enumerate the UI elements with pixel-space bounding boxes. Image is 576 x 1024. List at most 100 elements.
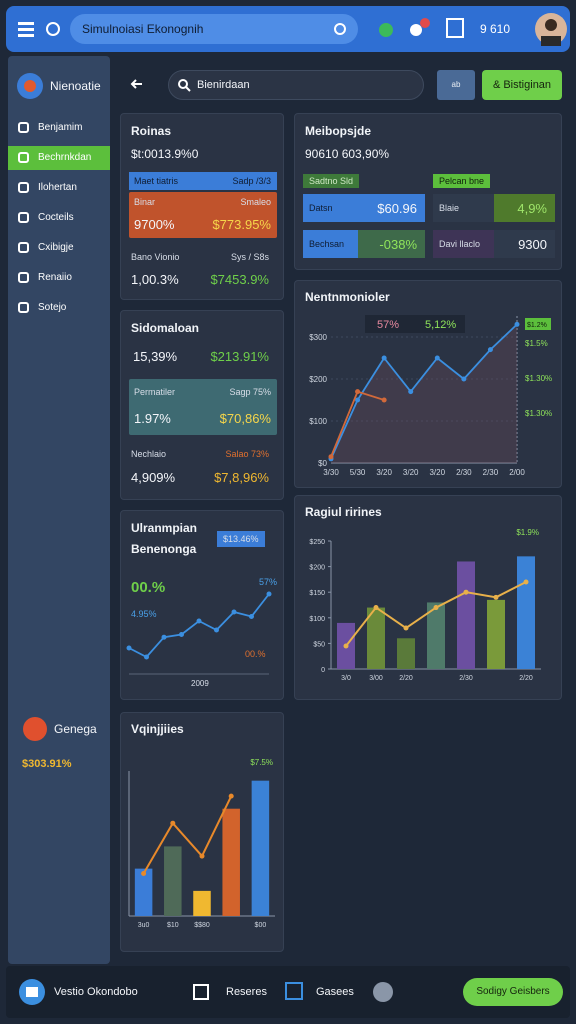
annotation: $7.5% (250, 758, 273, 767)
x-tick-label: $$80 (194, 922, 210, 929)
point (434, 355, 440, 361)
nav-icon (18, 212, 29, 223)
legend-entry: 57% (377, 319, 399, 331)
sidebar-title: Nienoatie (50, 79, 101, 93)
clock-icon (46, 22, 60, 36)
nav-item[interactable]: Sotejo (8, 296, 110, 320)
nav-item[interactable]: Benjamim (8, 116, 110, 140)
bottom-bar: Vestio Okondobo Reseres Gasees Sodigy Ge… (6, 966, 570, 1018)
label: Sadp /3/3 (232, 176, 271, 186)
app-name: Vestio Okondobo (54, 986, 138, 998)
team-icon[interactable] (406, 16, 432, 42)
right-label: $1.30% (525, 374, 552, 383)
doc-icon[interactable] (444, 16, 466, 40)
value: $773.95% (212, 217, 271, 232)
x-tick-label: 3/0 (341, 675, 351, 682)
app-icon[interactable] (18, 978, 46, 1006)
nav-icon (18, 272, 29, 283)
annotation: $1.9% (516, 528, 539, 537)
tile: Bechsan -038% (303, 230, 425, 258)
sparkline (126, 591, 272, 675)
value: $7,8,96% (214, 470, 269, 485)
x-tick-label: 2/30 (456, 468, 472, 477)
label: Sys / S8s (230, 252, 269, 262)
point (355, 397, 361, 403)
tile: Davi llaclo 9300 (433, 230, 555, 258)
bar (222, 808, 240, 916)
menu-icon[interactable] (16, 19, 36, 39)
point (381, 397, 387, 403)
y-tick-label: $250 (309, 539, 325, 546)
x-tick-label: $10 (167, 922, 179, 929)
back-icon[interactable] (130, 76, 146, 92)
nav-item[interactable]: Cxibigje (8, 236, 110, 260)
tag-text: $1.2% (527, 322, 547, 329)
label: Nechlaio (131, 449, 167, 459)
y-tick-label: $0 (318, 459, 327, 468)
primary-button[interactable]: & Bistiginan (482, 70, 562, 100)
nav-icon (18, 182, 29, 193)
label: Permatiler (134, 387, 176, 397)
point (179, 632, 184, 637)
point (144, 654, 149, 660)
nav-item[interactable]: Renaiio (8, 266, 110, 290)
bar (397, 638, 415, 669)
nav-icon (18, 242, 29, 253)
value: 9700% (134, 217, 175, 232)
value: 4.95% (131, 609, 157, 619)
action-button[interactable]: Sodigy Geisbers (463, 978, 563, 1006)
sidebar: Nienoatie Benjamim Bechrnkdan Ilohertan Coc… (8, 56, 110, 964)
nav-label: Ilohertan (38, 182, 77, 193)
point (161, 634, 167, 640)
value: $70,86% (219, 411, 271, 426)
y-tick-label: $100 (309, 417, 327, 426)
tab-icon[interactable] (192, 983, 210, 1001)
point (514, 321, 520, 327)
bar (457, 561, 475, 669)
label: Salao 73% (225, 449, 269, 459)
value: $7453.9% (210, 272, 269, 287)
tab-icon[interactable] (284, 981, 304, 1001)
search-bar[interactable]: Simulnoiasi Ekonognih (70, 14, 358, 44)
label: Bano Vionio (131, 252, 180, 262)
point (328, 454, 334, 460)
nav-icon (18, 152, 29, 163)
legend-box (365, 315, 465, 333)
card: Roinas $t:0013.9%0 Maet tiatris Sadp /3/… (120, 113, 284, 300)
nav-item[interactable]: Bechrnkdan (8, 146, 110, 170)
nav-item[interactable]: Ilohertan (8, 176, 110, 200)
bar (134, 868, 153, 916)
bar (251, 780, 270, 916)
toolbar-search[interactable]: Bienirdaan (168, 70, 424, 100)
point (170, 820, 176, 826)
sidebar-footer-value: $303.91% (22, 758, 72, 770)
point (487, 347, 493, 353)
avatar[interactable] (372, 981, 394, 1003)
x-tick-label: 3/20 (403, 468, 419, 477)
point (463, 589, 469, 595)
x-tick-label: 2/20 (519, 675, 533, 682)
nav-item[interactable]: Cocteils (8, 206, 110, 230)
refresh-icon[interactable] (332, 21, 348, 37)
point (266, 591, 272, 597)
status-text: 9 610 (480, 22, 511, 36)
tab[interactable]: Gasees (316, 986, 354, 998)
card: Vqinjjiies 3u0 $10 $$80 $00 $7.5% (120, 712, 284, 952)
label: Smaleo (240, 197, 271, 207)
y-tick-label: 0 (321, 667, 325, 674)
y-tick-label: $200 (309, 375, 327, 384)
bar (427, 602, 445, 669)
point (228, 793, 234, 799)
highlight-box: Permatiler Sagp 75% 1.97% $70,86% (129, 379, 277, 435)
right-label: $1.30% (525, 409, 552, 418)
big-value: 00.% (131, 579, 166, 596)
x-tick-label: 2/30 (483, 468, 499, 477)
point (141, 870, 147, 876)
notify-icon[interactable] (374, 18, 398, 42)
small-button[interactable]: ab (437, 70, 475, 100)
y-tick-label: $50 (313, 641, 325, 648)
card-title: Meibopsjde (305, 124, 372, 138)
tab[interactable]: Reseres (226, 986, 267, 998)
avatar[interactable] (534, 12, 568, 46)
bar (517, 556, 535, 669)
